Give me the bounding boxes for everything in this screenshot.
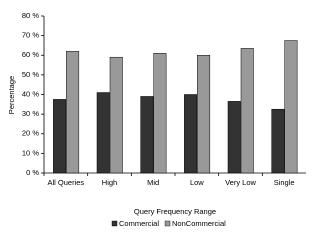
x-tick-label: Single [273,178,295,187]
y-axis-title: Percentage [7,76,16,114]
bar [140,96,154,174]
x-axis-title: Query Frequency Range [134,207,216,216]
y-tick-label: 70 % [22,31,39,40]
bar [240,48,254,174]
y-tick-label: 80 % [22,11,39,20]
x-tick-label: Very Low [225,178,256,187]
bar [197,55,211,174]
y-tick-label: 40 % [22,89,39,98]
bar [109,56,123,174]
bar [284,40,298,174]
y-tick-label: 50 % [22,70,39,79]
y-tick-label: 30 % [22,109,39,118]
bar [96,92,110,174]
bar [53,99,67,174]
bar [227,101,241,174]
bar [153,53,167,174]
legend-label: Commercial [119,219,159,228]
legend-swatch [164,220,171,227]
bar [66,51,80,174]
bar [271,108,285,174]
y-tick-label: 10 % [22,148,39,157]
legend-label: NonCommercial [172,219,226,228]
x-tick-label: Low [189,178,204,187]
y-tick-label: 60 % [22,50,39,59]
y-tick-label: 0 % [26,168,39,177]
bar [184,94,198,174]
x-tick-label: All Queries [47,178,85,187]
x-tick-label: High [101,178,118,187]
x-tick-label: Mid [147,178,160,187]
y-tick-label: 20 % [22,129,39,138]
legend-swatch [111,220,118,227]
